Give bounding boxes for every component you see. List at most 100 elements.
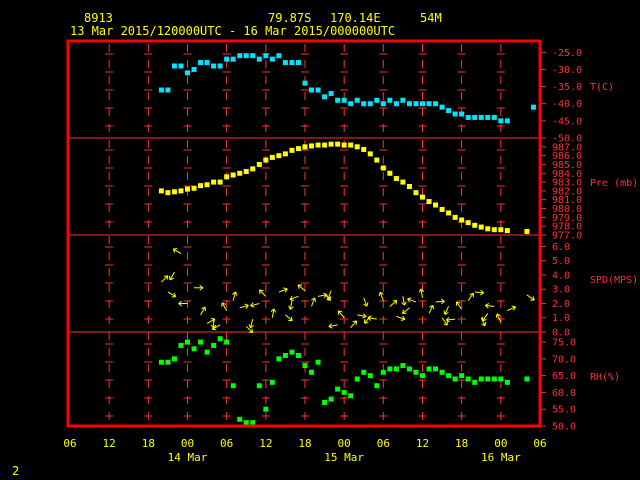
temperature-point xyxy=(328,90,334,96)
wind-arrow xyxy=(402,307,410,315)
rh-point xyxy=(282,353,288,358)
y-tick-label: 984.0 xyxy=(552,169,582,180)
temperature-point xyxy=(420,101,425,107)
pressure-point xyxy=(211,179,217,185)
elevation: 54M xyxy=(420,11,442,25)
pressure-point xyxy=(400,179,406,185)
wind-arrow xyxy=(289,295,299,301)
wind-arrow xyxy=(326,290,332,300)
pressure-point xyxy=(191,185,197,191)
x-tick-label: 12 xyxy=(103,437,116,450)
rh-point xyxy=(217,336,223,342)
wind-arrow xyxy=(328,323,338,329)
rh-point xyxy=(374,383,380,389)
x-tick-label: 06 xyxy=(377,437,390,450)
x-tick-label: 00 xyxy=(338,437,351,450)
y-tick-label: 0.0 xyxy=(552,328,570,339)
pressure-point xyxy=(446,210,452,216)
rh-point xyxy=(211,342,217,348)
tick-labels: 06 12 18 00 06 12 18 00 06 12 18 00 06 14 Mar 15 Mar 16… xyxy=(63,48,638,464)
wind-arrow xyxy=(357,313,367,319)
temperature-point xyxy=(237,53,243,59)
temperature-point xyxy=(282,60,288,66)
temperature-point xyxy=(295,60,301,66)
pressure-point xyxy=(243,169,249,175)
temperature-point xyxy=(276,53,282,59)
wind-arrow xyxy=(378,291,384,301)
rh-point xyxy=(426,366,432,372)
rh-point xyxy=(322,400,328,405)
rh-point xyxy=(485,376,491,382)
y-tick-label: 2.0 xyxy=(552,299,570,310)
y-tick-label: -40.0 xyxy=(552,99,582,110)
pressure-point xyxy=(295,146,301,152)
rh-point xyxy=(393,366,399,372)
temperature-point xyxy=(217,63,223,69)
wind-arrow xyxy=(482,313,489,322)
temperature-point xyxy=(171,63,177,69)
temperature-point xyxy=(354,97,360,103)
panel-label: Pre (mb) xyxy=(590,178,638,189)
wind-arrow xyxy=(337,310,345,319)
pressure-point xyxy=(426,198,432,204)
rh-point xyxy=(348,393,354,399)
rh-point xyxy=(406,366,412,372)
wind-arrow xyxy=(178,300,188,307)
temperature-point xyxy=(335,97,341,103)
rh-point xyxy=(185,339,190,345)
temperature-point xyxy=(439,104,445,110)
rh-point xyxy=(309,369,315,375)
rh-point xyxy=(224,339,230,345)
pressure-point xyxy=(263,157,269,163)
wind-arrow xyxy=(250,302,260,308)
temperature-point xyxy=(185,70,190,76)
pressure-point xyxy=(256,161,262,167)
rh-point xyxy=(361,369,367,375)
wind-arrow xyxy=(480,317,487,327)
time-range: 13 Mar 2015/120000UTC - 16 Mar 2015/0000… xyxy=(70,24,395,38)
y-tick-label: -35.0 xyxy=(552,82,582,93)
pressure-point xyxy=(439,206,445,212)
pressure-point xyxy=(204,182,210,188)
y-tick-label: 987.0 xyxy=(552,142,582,153)
pressure-point xyxy=(361,146,367,152)
rh-point xyxy=(276,356,282,362)
pressure-point xyxy=(472,222,478,228)
wind-arrow xyxy=(167,291,177,298)
temperature-point xyxy=(198,60,204,66)
temperature-point xyxy=(498,118,504,124)
wind-arrow xyxy=(455,301,463,310)
plot-frame xyxy=(66,39,542,428)
rh-point xyxy=(237,416,243,422)
pressure-point xyxy=(230,172,236,178)
rh-point xyxy=(433,366,439,372)
y-tick-label: 980.0 xyxy=(552,204,582,215)
wind-arrow xyxy=(467,292,474,301)
pressure-point xyxy=(158,188,164,194)
y-tick-label: -50.0 xyxy=(552,134,582,145)
rh-point xyxy=(413,369,419,375)
y-tick-label: 983.0 xyxy=(552,178,582,189)
station-id: 8913 xyxy=(84,11,113,25)
wind-arrow xyxy=(526,294,535,301)
y-tick-label: 3.0 xyxy=(552,285,570,296)
x-tick-label: 00 xyxy=(181,437,194,450)
panel-label: T(C) xyxy=(590,82,614,93)
x-tick-label: 00 xyxy=(494,437,507,450)
pressure-point xyxy=(465,220,471,226)
pressure-point xyxy=(374,157,380,163)
temperature-point xyxy=(361,101,367,107)
rh-point xyxy=(243,420,249,426)
rh-point xyxy=(328,396,334,402)
x-date-label: 14 Mar xyxy=(168,451,208,464)
y-tick-label: 977.0 xyxy=(552,231,582,242)
wind-arrow xyxy=(232,291,238,301)
y-tick-label: 60.0 xyxy=(552,388,576,399)
temperature-point xyxy=(478,114,484,120)
temperature-point xyxy=(322,94,328,100)
x-tick-label: 06 xyxy=(533,437,546,450)
rh-point xyxy=(335,386,341,392)
wind-arrow xyxy=(435,298,445,305)
y-tick-label: 55.0 xyxy=(552,405,576,416)
pressure-point xyxy=(250,166,256,172)
